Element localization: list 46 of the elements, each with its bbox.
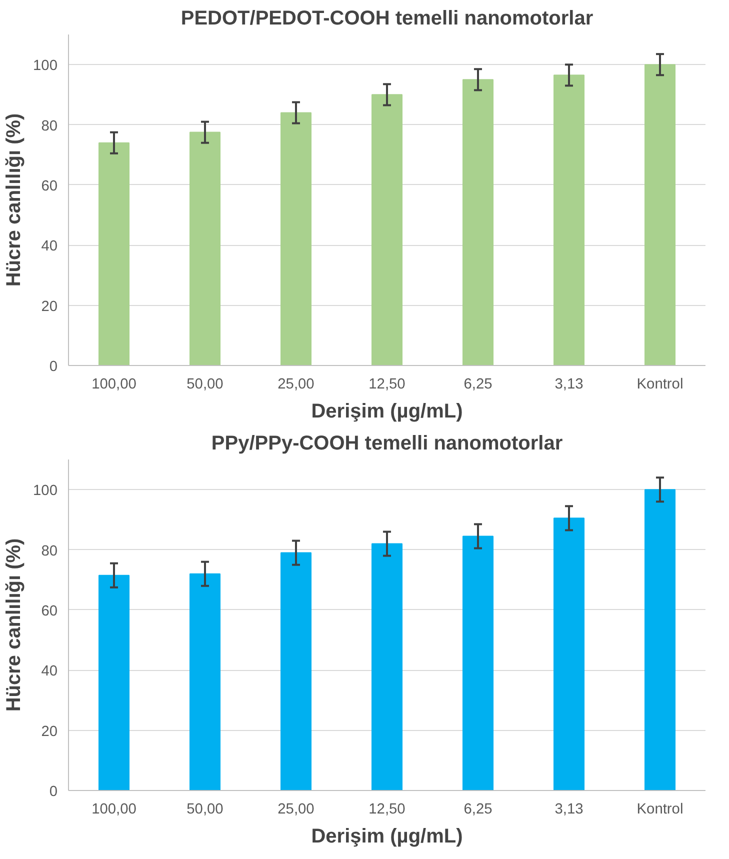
bar — [280, 112, 312, 366]
x-tick-label: 100,00 — [92, 376, 136, 392]
x-tick-label: 50,00 — [186, 802, 224, 818]
bar — [98, 142, 130, 366]
y-axis-title: Hücre canlılığı (%) — [3, 538, 26, 712]
x-tick-label: 3,13 — [554, 802, 584, 818]
bar — [644, 64, 676, 366]
y-tick-label: 40 — [41, 238, 58, 255]
y-tick-label: 20 — [41, 724, 58, 740]
chart-title: PPy/PPy-COOH temelli nanomotorlar — [211, 432, 563, 454]
x-tick-label: 12,50 — [368, 376, 406, 392]
bar — [553, 518, 585, 790]
y-tick-label: 80 — [41, 543, 58, 560]
bar — [553, 74, 585, 366]
y-tick-label: 0 — [49, 359, 58, 375]
x-axis-title: Derişim (µg/mL) — [311, 826, 463, 848]
bar — [189, 573, 221, 790]
x-tick-label: 6,25 — [464, 376, 492, 392]
bar — [371, 543, 403, 790]
y-tick-label: 100 — [33, 58, 58, 74]
bar — [462, 536, 494, 790]
x-tick-label: Kontrol — [636, 802, 684, 818]
x-axis-title: Derişim (µg/mL) — [311, 400, 463, 422]
x-tick-label: 50,00 — [186, 376, 224, 392]
y-tick-label: 40 — [41, 664, 58, 680]
y-tick-label: 0 — [49, 784, 58, 800]
x-tick-label: 100,00 — [92, 802, 136, 818]
y-tick-label: 60 — [41, 178, 58, 194]
x-tick-label: 25,00 — [278, 376, 314, 392]
bar — [280, 552, 312, 790]
x-tick-label: 3,13 — [554, 376, 584, 392]
y-tick-label: 60 — [41, 603, 58, 620]
bar — [644, 489, 676, 790]
bar — [189, 132, 221, 366]
y-tick-label: 20 — [41, 298, 58, 315]
y-axis-title: Hücre canlılığı (%) — [3, 113, 26, 287]
y-tick-label: 80 — [41, 118, 58, 134]
x-tick-label: 6,25 — [464, 802, 492, 818]
bar — [98, 574, 130, 790]
x-tick-label: Kontrol — [636, 376, 684, 392]
x-tick-label: 25,00 — [278, 802, 314, 818]
x-tick-label: 12,50 — [368, 802, 406, 818]
y-tick-label: 100 — [33, 483, 58, 500]
chart-title: PEDOT/PEDOT-COOH temelli nanomotorlar — [180, 8, 594, 30]
bar — [462, 79, 494, 366]
bar — [371, 94, 403, 366]
